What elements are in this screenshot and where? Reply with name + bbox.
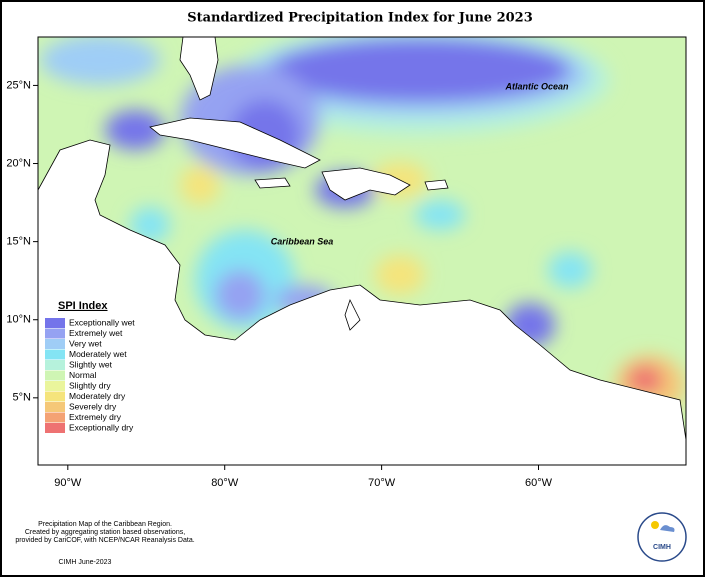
hispaniola — [321, 167, 411, 201]
logo-text: CIMH — [653, 544, 671, 551]
legend-label: Exceptionally dry — [69, 422, 134, 432]
logo: CIMH — [637, 512, 687, 562]
x-tick-label: 80°W — [211, 477, 239, 489]
mainland — [38, 139, 686, 465]
cuba — [149, 117, 321, 169]
legend-title: SPI Index — [58, 300, 108, 312]
y-tick-label: 15°N — [6, 236, 31, 248]
legend-label: Extremely wet — [69, 328, 123, 338]
legend-label: Moderately wet — [69, 349, 127, 359]
y-tick-label: 10°N — [6, 314, 31, 326]
legend-swatch — [45, 360, 65, 370]
legend-swatch — [45, 402, 65, 412]
footer-line: Precipitation Map of the Caribbean Regio… — [38, 521, 172, 528]
legend-swatch — [45, 391, 65, 402]
map-title: Standardized Precipitation Index for Jun… — [187, 11, 533, 26]
legend-label: Moderately dry — [69, 391, 126, 401]
y-tick-label: 25°N — [6, 79, 31, 91]
legend-label: Normal — [69, 370, 97, 380]
x-tick-label: 90°W — [54, 477, 82, 489]
legend-label: Severely dry — [69, 401, 117, 411]
legend-swatch — [45, 318, 65, 328]
ocean-label: Atlantic Ocean — [504, 81, 569, 91]
legend-swatch — [45, 370, 65, 381]
legend-swatch — [45, 412, 65, 423]
footer-line: provided by CariCOF, with NCEP/NCAR Rean… — [15, 537, 194, 544]
sea-label: Caribbean Sea — [271, 236, 334, 246]
legend-label: Slightly wet — [69, 359, 113, 369]
legend-label: Slightly dry — [69, 380, 111, 390]
footer: Precipitation Map of the Caribbean Regio… — [15, 521, 194, 566]
map-frame — [37, 36, 687, 466]
y-tick-label: 20°N — [6, 157, 31, 169]
legend-swatch — [45, 381, 65, 391]
legend-label: Extremely dry — [69, 412, 122, 422]
peninsula — [344, 298, 361, 331]
legend-swatch — [45, 328, 65, 339]
jamaica — [254, 177, 291, 189]
florida — [179, 37, 219, 101]
x-tick-label: 70°W — [368, 477, 396, 489]
map-area: Atlantic Ocean Caribbean Sea — [38, 37, 686, 465]
footer-line: Created by aggregating station based obs… — [25, 529, 185, 536]
legend-swatch — [45, 349, 65, 360]
legend-swatch — [45, 423, 65, 433]
legend-label: Exceptionally wet — [69, 317, 135, 327]
y-tick-label: 5°N — [13, 392, 32, 404]
puerto-rico — [424, 179, 449, 191]
legend-label: Very wet — [69, 338, 102, 348]
legend-swatch — [45, 339, 65, 349]
x-tick-label: 60°W — [525, 477, 553, 489]
credit: CIMH June-2023 — [59, 559, 112, 566]
land — [38, 37, 686, 465]
